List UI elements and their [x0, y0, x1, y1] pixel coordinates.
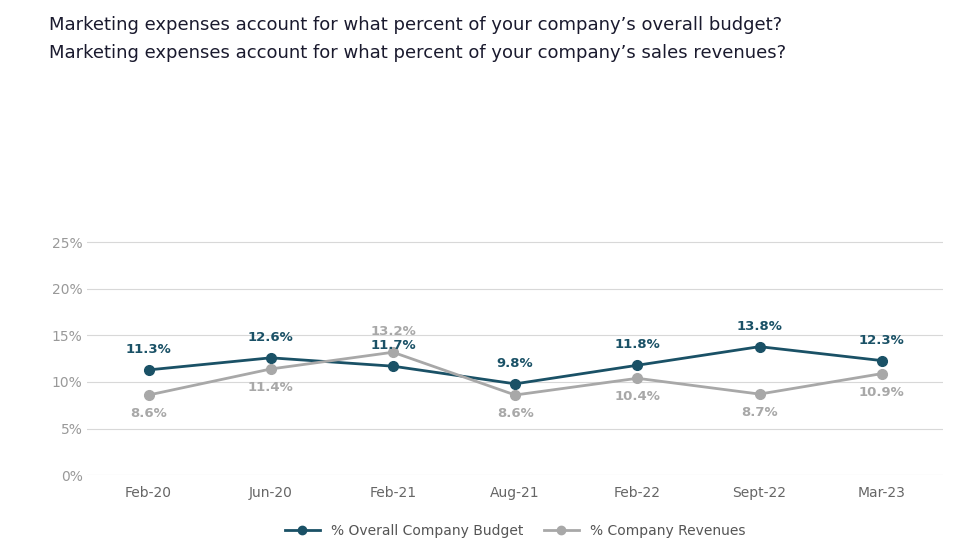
Text: Marketing expenses account for what percent of your company’s overall budget?
Ma: Marketing expenses account for what perc… — [49, 16, 785, 62]
Text: 9.8%: 9.8% — [497, 357, 534, 370]
Text: 8.6%: 8.6% — [497, 407, 534, 420]
Text: 10.9%: 10.9% — [859, 385, 905, 399]
Text: 10.4%: 10.4% — [614, 390, 660, 403]
Text: 13.2%: 13.2% — [370, 325, 416, 339]
Text: 13.8%: 13.8% — [737, 320, 782, 333]
Text: 12.3%: 12.3% — [859, 334, 905, 347]
Text: 8.7%: 8.7% — [742, 406, 778, 419]
Text: 12.6%: 12.6% — [248, 331, 294, 344]
Text: 11.4%: 11.4% — [248, 381, 294, 394]
Text: 11.7%: 11.7% — [370, 339, 416, 352]
Text: 8.6%: 8.6% — [130, 407, 167, 420]
Text: 11.8%: 11.8% — [614, 339, 660, 352]
Legend: % Overall Company Budget, % Company Revenues: % Overall Company Budget, % Company Reve… — [279, 518, 751, 543]
Text: 11.3%: 11.3% — [125, 343, 171, 356]
